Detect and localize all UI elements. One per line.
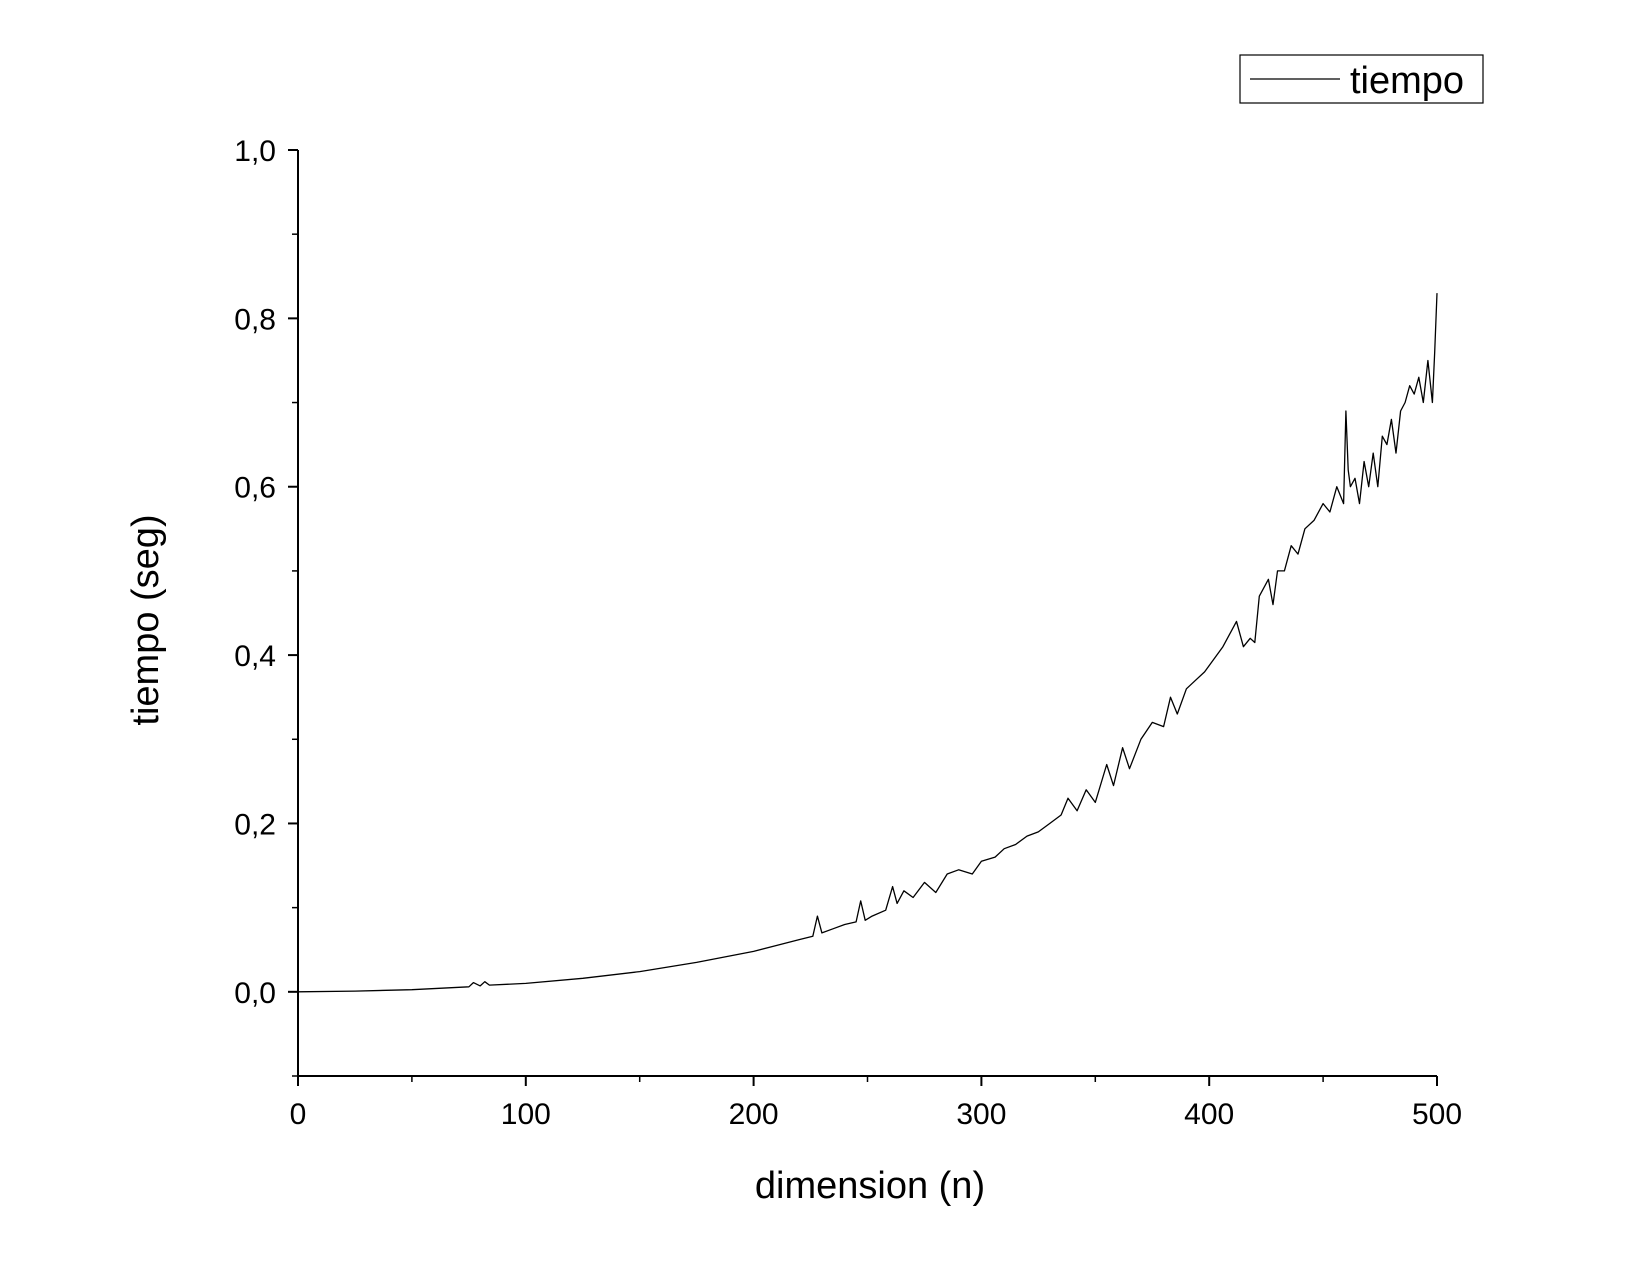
x-tick-label: 400 xyxy=(1184,1098,1234,1131)
y-tick-label: 0,8 xyxy=(234,303,276,336)
x-tick-label: 500 xyxy=(1412,1098,1462,1131)
x-tick-label: 100 xyxy=(501,1098,551,1131)
legend: tiempo xyxy=(1239,54,1484,104)
y-tick-label: 0,6 xyxy=(234,472,276,505)
tick-labels: 0 100 200 300 400 500 0,0 0,2 0,4 0,6 0,8 1,0 xyxy=(234,135,1462,1131)
y-tick-label: 0,2 xyxy=(234,808,276,841)
axes xyxy=(297,150,1437,1077)
x-axis-title: dimension (n) xyxy=(755,1165,985,1207)
y-tick-label: 0,0 xyxy=(234,977,276,1010)
y-axis-title: tiempo (seg) xyxy=(125,514,167,725)
x-tick-label: 0 xyxy=(290,1098,307,1131)
ticks xyxy=(288,149,1438,1086)
y-tick-label: 0,4 xyxy=(234,640,276,673)
series-layer xyxy=(297,293,1438,993)
x-tick-label: 300 xyxy=(956,1098,1006,1131)
y-tick-label: 1,0 xyxy=(234,135,276,168)
legend-label: tiempo xyxy=(1350,60,1464,102)
x-tick-label: 200 xyxy=(729,1098,779,1131)
series-line-tiempo xyxy=(297,293,1438,993)
